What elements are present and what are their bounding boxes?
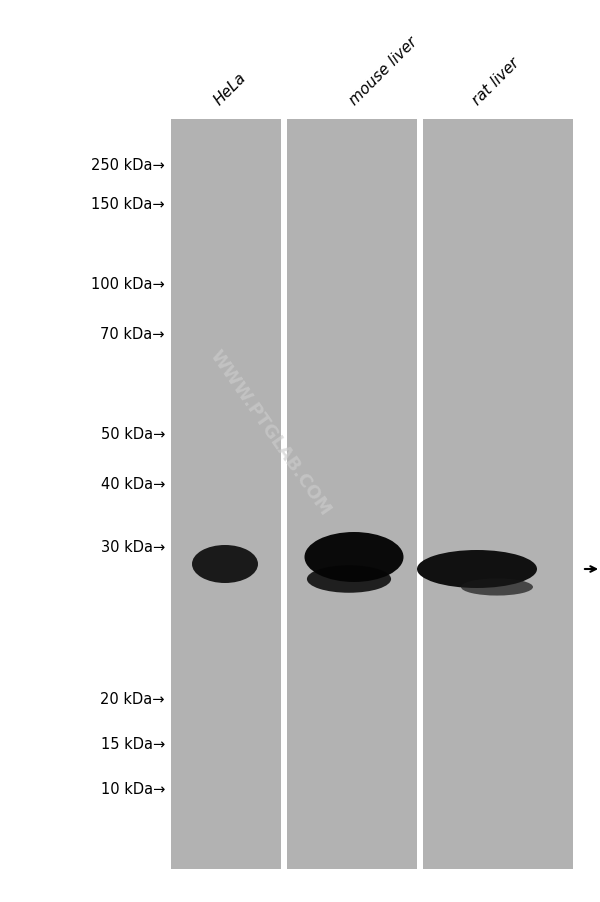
Text: 100 kDa→: 100 kDa→ <box>91 277 165 292</box>
Text: 30 kDa→: 30 kDa→ <box>101 540 165 555</box>
Text: 70 kDa→: 70 kDa→ <box>101 327 165 342</box>
Text: 40 kDa→: 40 kDa→ <box>101 477 165 492</box>
Text: mouse liver: mouse liver <box>346 34 420 108</box>
Text: HeLa: HeLa <box>211 70 250 108</box>
Text: 15 kDa→: 15 kDa→ <box>101 737 165 751</box>
Bar <box>171 120 281 869</box>
Ellipse shape <box>461 579 533 596</box>
Text: 50 kDa→: 50 kDa→ <box>101 427 165 442</box>
Bar <box>423 120 573 869</box>
Text: rat liver: rat liver <box>469 55 522 108</box>
Text: 250 kDa→: 250 kDa→ <box>91 157 165 172</box>
Text: WWW.PTGLAB.COM: WWW.PTGLAB.COM <box>206 347 334 519</box>
Text: 20 kDa→: 20 kDa→ <box>101 692 165 706</box>
Ellipse shape <box>307 566 391 594</box>
Ellipse shape <box>417 550 537 588</box>
Text: 150 kDa→: 150 kDa→ <box>91 198 165 212</box>
Ellipse shape <box>305 532 404 583</box>
Ellipse shape <box>192 546 258 584</box>
Text: 10 kDa→: 10 kDa→ <box>101 782 165 796</box>
Bar <box>287 120 417 869</box>
